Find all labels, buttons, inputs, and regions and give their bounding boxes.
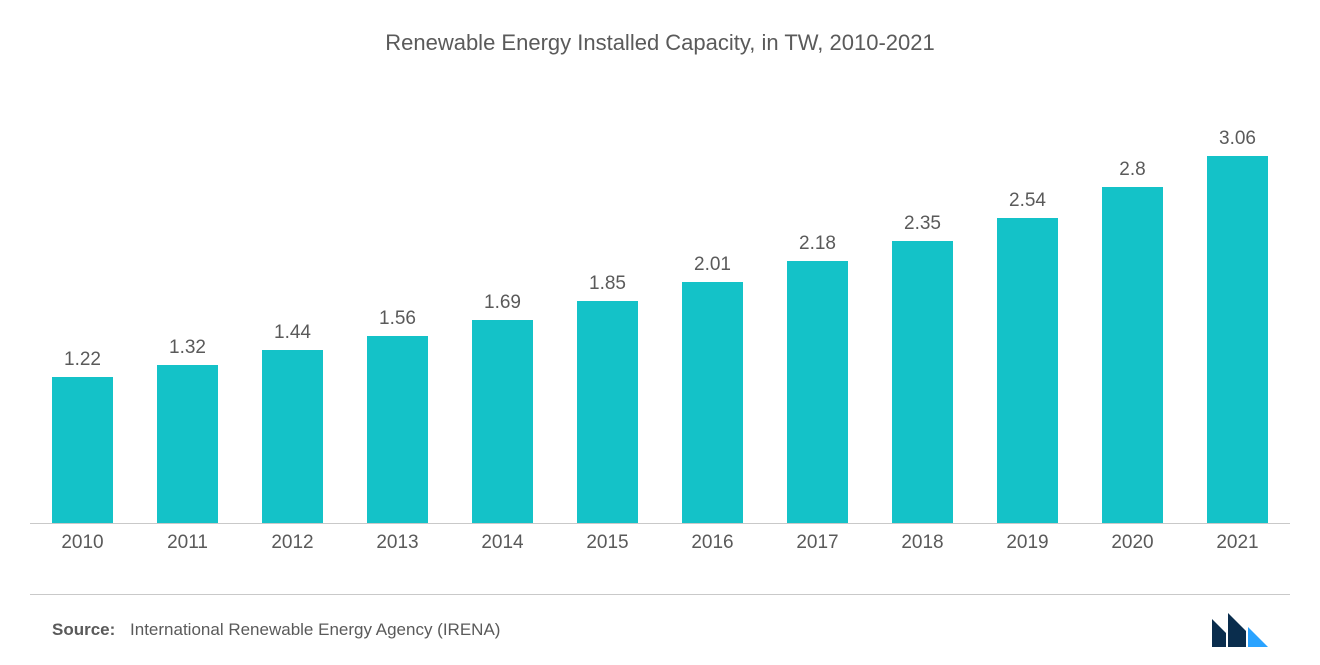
x-tick-label: 2016 (670, 532, 755, 554)
bar (1207, 156, 1268, 523)
bar-group: 1.69 (460, 76, 545, 523)
x-tick-label: 2018 (880, 532, 965, 554)
bar (472, 320, 533, 523)
source-text: International Renewable Energy Agency (I… (130, 620, 500, 639)
bar-group: 2.01 (670, 76, 755, 523)
bar-value-label: 1.69 (484, 292, 521, 314)
bar-group: 3.06 (1195, 76, 1280, 523)
x-tick-label: 2013 (355, 532, 440, 554)
bar-value-label: 3.06 (1219, 128, 1256, 150)
bar-value-label: 2.54 (1009, 190, 1046, 212)
brand-logo-icon (1212, 613, 1268, 647)
bar (787, 261, 848, 523)
bar-value-label: 1.44 (274, 322, 311, 344)
x-tick-label: 2010 (40, 532, 125, 554)
x-tick-label: 2012 (250, 532, 335, 554)
bar-group: 2.18 (775, 76, 860, 523)
chart-container: Renewable Energy Installed Capacity, in … (0, 0, 1320, 665)
bar (577, 301, 638, 523)
bar-value-label: 1.22 (64, 349, 101, 371)
source-line: Source: International Renewable Energy A… (52, 620, 500, 640)
plot-area: 1.22 1.32 1.44 1.56 1.69 1.85 2.01 2.18 2.35 2.54… (30, 76, 1290, 524)
bar-value-label: 2.8 (1119, 159, 1145, 181)
bar (367, 336, 428, 523)
x-tick-label: 2021 (1195, 532, 1280, 554)
bar-group: 1.56 (355, 76, 440, 523)
bar-group: 2.35 (880, 76, 965, 523)
bar (682, 282, 743, 523)
bar-group: 1.44 (250, 76, 335, 523)
source-label: Source: (52, 620, 115, 639)
bar-value-label: 2.18 (799, 233, 836, 255)
x-tick-label: 2011 (145, 532, 230, 554)
bar (997, 218, 1058, 523)
x-tick-label: 2020 (1090, 532, 1175, 554)
bar-group: 1.85 (565, 76, 650, 523)
x-tick-label: 2014 (460, 532, 545, 554)
bar-group: 1.32 (145, 76, 230, 523)
bar-value-label: 1.56 (379, 308, 416, 330)
x-tick-label: 2017 (775, 532, 860, 554)
bar (1102, 187, 1163, 523)
bar (157, 365, 218, 523)
x-axis: 2010 2011 2012 2013 2014 2015 2016 2017 2018 2019… (30, 532, 1290, 554)
x-tick-label: 2019 (985, 532, 1070, 554)
bar (262, 350, 323, 523)
bar-value-label: 2.35 (904, 213, 941, 235)
bar-group: 2.54 (985, 76, 1070, 523)
chart-title: Renewable Energy Installed Capacity, in … (30, 30, 1290, 56)
bar (52, 377, 113, 523)
bar-group: 2.8 (1090, 76, 1175, 523)
bar-value-label: 1.32 (169, 337, 206, 359)
bar-group: 1.22 (40, 76, 125, 523)
x-tick-label: 2015 (565, 532, 650, 554)
bar (892, 241, 953, 523)
chart-footer: Source: International Renewable Energy A… (30, 594, 1290, 665)
bar-value-label: 2.01 (694, 254, 731, 276)
bar-value-label: 1.85 (589, 273, 626, 295)
